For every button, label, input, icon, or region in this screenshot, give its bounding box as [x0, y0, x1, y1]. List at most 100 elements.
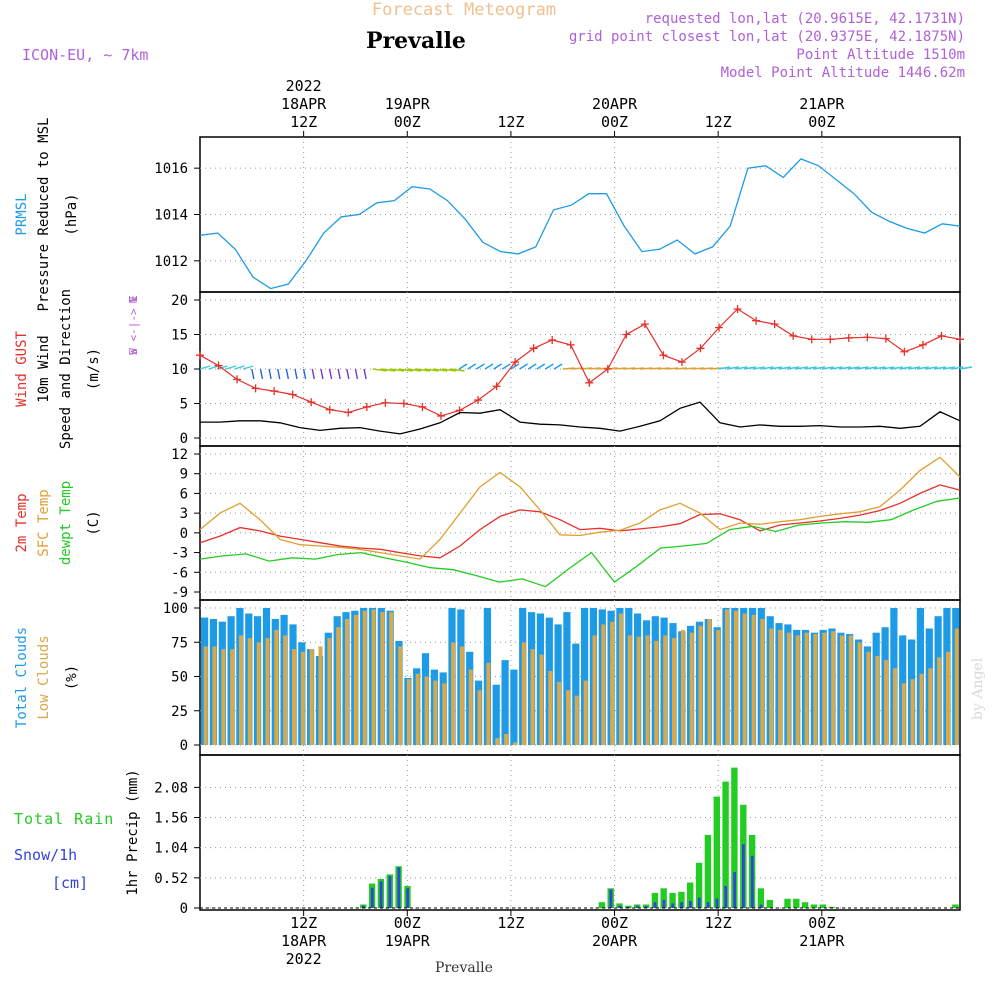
ytick-label-clouds-4: 100: [163, 601, 188, 617]
wind-arrow-63: [743, 366, 757, 370]
snow-bar-60: [733, 872, 736, 908]
wind-gust-point-31: [770, 320, 779, 329]
wind-arrow-1: [208, 365, 219, 370]
cloud-low-bar-45: [601, 624, 606, 745]
ytick-label-wind-3: 15: [171, 328, 188, 344]
cloud-low-bar-66: [786, 632, 791, 745]
snow-bar-51: [653, 902, 657, 908]
wind-arrow-50: [631, 367, 644, 370]
top-time-label-0-0: 2022: [286, 77, 322, 95]
cloud-low-bar-55: [689, 632, 694, 745]
wind-gust-point-21: [585, 378, 594, 387]
rain-bar-68: [801, 902, 809, 908]
wind-gust-point-34: [826, 335, 835, 344]
bottom-time-label-1-1: 19APR: [385, 932, 431, 950]
snow-bar-63: [759, 904, 763, 908]
cloud-low-bar-82: [928, 668, 933, 745]
wind-arrow-37: [519, 363, 528, 370]
top-time-label-3-0: 20APR: [592, 95, 638, 113]
cloud-low-bar-43: [583, 680, 588, 745]
wind-gust-point-18: [529, 344, 538, 353]
cloud-low-bar-67: [795, 635, 800, 745]
cloud-low-bar-22: [398, 646, 403, 745]
cloud-low-bar-13: [318, 646, 323, 745]
cloud-low-bar-29: [459, 646, 464, 745]
bottom-time-label-3-1: 20APR: [592, 932, 638, 950]
rain-bar-54: [678, 891, 685, 908]
rain-bar-51: [651, 892, 659, 908]
panel-frame-temperature: [199, 445, 961, 601]
wind-gust-point-12: [418, 402, 427, 411]
rain-bar-57: [704, 834, 712, 908]
cloud-low-bar-2: [221, 649, 226, 745]
cloud-low-bar-62: [751, 614, 756, 745]
wind-arrow-53: [657, 367, 670, 370]
wind-gust-point-27: [696, 344, 705, 353]
model-altitude: Model Point Altitude 1446.62m: [721, 65, 965, 81]
wind-arrow-55: [674, 367, 688, 370]
axis-title-temperature-1: SFC Temp: [36, 489, 52, 556]
axis-unit-pressure: (hPa): [64, 193, 80, 235]
ytick-label-clouds-0: 0: [180, 738, 188, 754]
cloud-low-bar-63: [760, 619, 765, 745]
ytick-label-precip-0: 0: [180, 901, 188, 917]
wind-arrow-68: [787, 366, 800, 370]
temp-sfc-line: [199, 456, 961, 560]
wind-arrow-82: [908, 366, 921, 370]
bottom-time-label-0-0: 12Z: [290, 914, 317, 932]
cloud-low-bar-32: [486, 662, 491, 745]
wind-arrow-19: [363, 368, 367, 380]
wind-gust-point-33: [807, 335, 816, 344]
cloud-low-bar-4: [239, 635, 243, 745]
wind-arrow-10: [285, 368, 290, 380]
cloud-low-bar-37: [530, 649, 535, 745]
wind-arrow-43: [571, 367, 584, 370]
wind-arrow-42: [562, 367, 575, 370]
wind-arrow-71: [813, 366, 826, 370]
wind-gust-point-41: [956, 335, 964, 344]
rain-bar-66: [784, 898, 791, 908]
wind-arrow-11: [294, 368, 298, 380]
cloud-low-bar-68: [804, 632, 809, 745]
wind-arrow-84: [925, 366, 938, 370]
rain-bar-50: [642, 904, 650, 908]
wind-arrow-23: [398, 368, 413, 372]
snow-bar-54: [680, 902, 683, 908]
snow-bar-18: [362, 905, 365, 908]
wind-gust-point-6: [307, 398, 316, 407]
axis-title-clouds-0: Total Clouds: [14, 627, 30, 728]
cloud-low-bar-51: [654, 640, 659, 745]
wind-arrow-20: [372, 368, 387, 372]
compass-south: S: [127, 349, 140, 356]
cloud-total-bar-42: [572, 643, 580, 745]
rain-bar-53: [669, 892, 676, 908]
ytick-label-temperature-0: -9: [171, 585, 188, 601]
wind-arrow-31: [467, 363, 477, 370]
wind-arrow-16: [337, 368, 341, 380]
wind-arrow-3: [225, 365, 237, 370]
wind-gust-point-40: [937, 331, 946, 340]
top-time-label-0-2: 12Z: [290, 113, 317, 131]
rain-bar-64: [766, 899, 773, 908]
wind-arrow-21: [381, 368, 396, 372]
cloud-total-bar-33: [492, 684, 500, 745]
cloud-low-bar-34: [504, 734, 509, 745]
top-time-label-1-0: 19APR: [385, 95, 431, 113]
ytick-label-temperature-1: -6: [171, 565, 188, 581]
wind-arrow-22: [389, 368, 405, 372]
wind-gust-point-17: [511, 358, 520, 367]
snow-bar-56: [697, 897, 701, 908]
wind-arrow-75: [847, 366, 860, 370]
cloud-low-bar-41: [566, 690, 570, 745]
precip-title-rain: Total Rain: [14, 810, 114, 828]
wind-gust-point-30: [752, 316, 761, 325]
axis-unit-temperature: (C): [86, 510, 102, 535]
rain-bar-55: [687, 882, 694, 908]
wind-arrow-0: [199, 365, 211, 370]
wind-arrow-7: [259, 368, 264, 380]
rain-bar-60: [731, 767, 738, 908]
wind-arrow-70: [804, 366, 817, 370]
wind-arrow-49: [623, 367, 636, 370]
ytick-label-precip-3: 1.56: [154, 811, 188, 827]
